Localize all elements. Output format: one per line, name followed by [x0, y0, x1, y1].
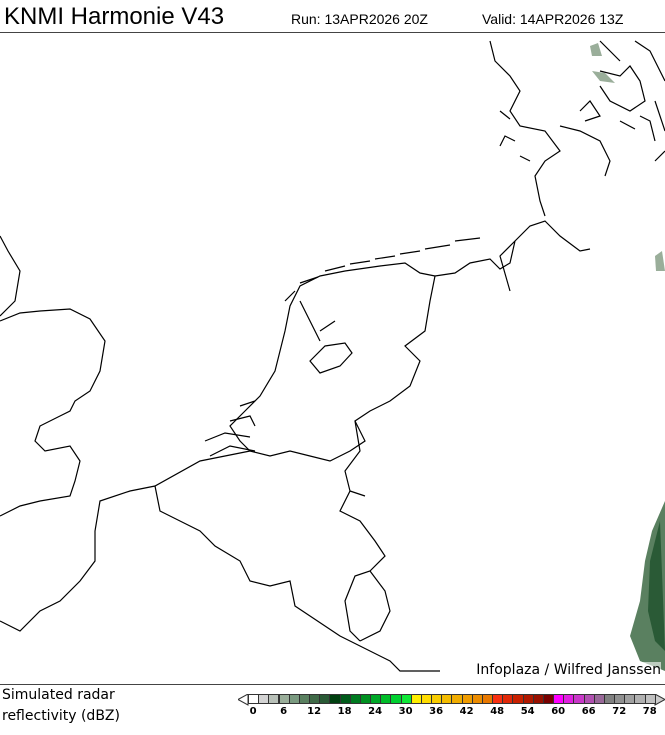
legend-tick: 60	[551, 706, 566, 717]
valid-time: Valid: 14APR2026 13Z	[482, 11, 624, 27]
netherlands-coast	[229, 262, 436, 452]
color-legend: 0 6 12 18 24 30 36 42 48 54 60 66 72 78	[238, 694, 665, 724]
map-credit: Infoplaza / Wilfred Janssen	[476, 662, 661, 678]
france-belgium-coast	[154, 485, 440, 672]
legend-tick: 0	[249, 706, 257, 717]
denmark-coast	[489, 40, 665, 217]
legend-tick: 6	[280, 706, 288, 717]
precipitation-echoes	[590, 43, 665, 671]
rain-spot-1	[655, 251, 665, 271]
legend-tick: 72	[612, 706, 627, 717]
legend-tick: 42	[459, 706, 474, 717]
be-nl-de-border	[339, 420, 391, 642]
legend-label: Simulated radar reflectivity (dBZ)	[2, 685, 120, 727]
legend-tick: 12	[307, 706, 322, 717]
legend-arrow-left	[238, 694, 249, 706]
coastline-map	[0, 40, 665, 672]
legend-tick: 18	[337, 706, 352, 717]
rain-spot-3	[592, 71, 615, 83]
ijsselmeer	[299, 300, 353, 374]
legend-tick: 66	[581, 706, 596, 717]
model-title: KNMI Harmonie V43	[4, 3, 225, 30]
legend-label-line1: Simulated radar	[2, 687, 115, 703]
run-time: Run: 13APR2026 20Z	[291, 11, 428, 27]
rain-core-east	[648, 521, 665, 651]
legend-tick: 78	[642, 706, 657, 717]
england-coast	[0, 235, 251, 632]
zeeland-islands	[204, 400, 256, 457]
legend-swatch	[644, 694, 656, 704]
legend-tick: 36	[429, 706, 444, 717]
legend-label-line2: reflectivity (dBZ)	[2, 708, 120, 724]
legend-arrow-right	[654, 694, 665, 706]
radar-map: Infoplaza / Wilfred Janssen	[0, 32, 665, 685]
legend-tick: 30	[398, 706, 413, 717]
legend-tick: 48	[490, 706, 505, 717]
legend-tick: 24	[368, 706, 383, 717]
germany-coast	[434, 220, 591, 292]
legend-tick: 54	[520, 706, 535, 717]
rain-spot-2	[590, 43, 602, 56]
wadden-islands	[284, 237, 481, 302]
nl-de-border	[249, 275, 436, 462]
